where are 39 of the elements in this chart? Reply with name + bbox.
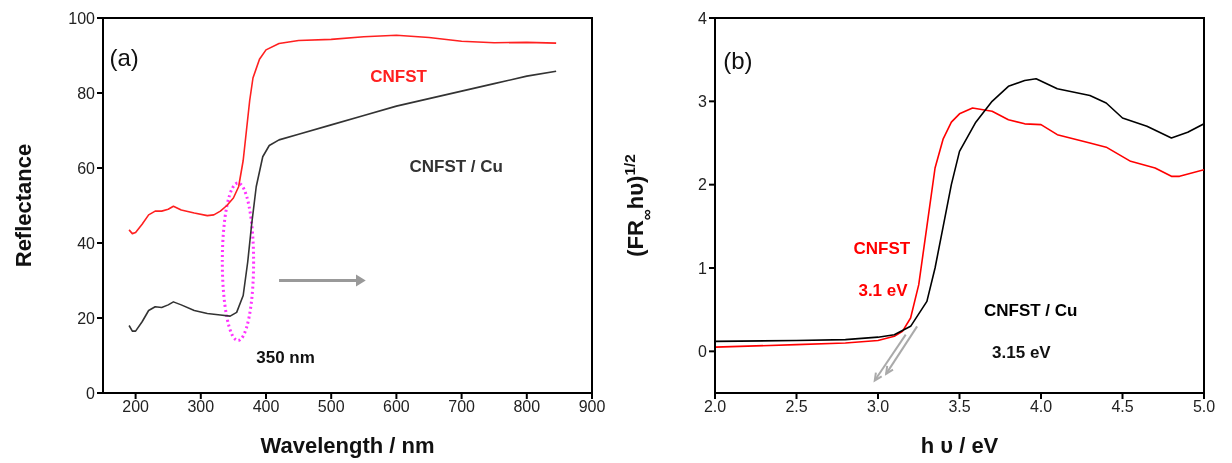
y-axis-title: Reflectance (11, 143, 36, 268)
y-tick-label: 40 (77, 234, 96, 252)
text: CNFST / Cu (409, 156, 503, 177)
x-tick-label: 3.0 (866, 398, 890, 416)
x-tick-label: 2.0 (703, 398, 727, 416)
text: CNFST / Cu (983, 301, 1078, 322)
line-series (128, 70, 557, 332)
annotation: (a) (109, 44, 139, 73)
x-tick-label: 4.5 (1111, 398, 1134, 416)
x-tick-label: 700 (448, 398, 476, 416)
y-tick-label: 0 (698, 343, 708, 361)
x-tick-label: 500 (317, 398, 345, 416)
x-tick-label: 4.0 (1029, 398, 1053, 416)
y-tick-label: 4 (698, 9, 708, 27)
y-tick-label: 60 (77, 159, 96, 177)
x-tick-label: 400 (252, 398, 280, 416)
y-tick-label: 20 (77, 309, 96, 327)
x-axis-title: h υ / eV (920, 433, 999, 458)
annotation: 350 nm (256, 348, 315, 368)
x-tick-label: 3.5 (948, 398, 971, 416)
x-tick-label: 600 (383, 398, 410, 416)
x-tick-label: 200 (122, 398, 150, 416)
x-tick-label: 900 (578, 398, 606, 416)
annotation: (b) (723, 47, 753, 76)
y-tick-label: 100 (68, 9, 96, 27)
x-tick-label: 5.0 (1192, 398, 1216, 416)
y-tick-label: 3 (698, 93, 708, 111)
y-tick-label: 0 (86, 384, 96, 402)
annotation: 3.15 eV (992, 343, 1051, 363)
y-tick-label: 2 (698, 176, 708, 194)
series-label: CNFST (853, 238, 911, 259)
x-tick-label: 2.5 (785, 398, 808, 416)
y-tick-label: 80 (77, 84, 96, 102)
y-tick-label: 1 (698, 259, 708, 277)
x-tick-label: 300 (187, 398, 215, 416)
x-tick-label: 800 (513, 398, 541, 416)
x-axis-title: Wavelength / nm (260, 433, 435, 458)
series-label: CNFST (370, 66, 427, 87)
annotation: 3.1 eV (858, 280, 908, 301)
